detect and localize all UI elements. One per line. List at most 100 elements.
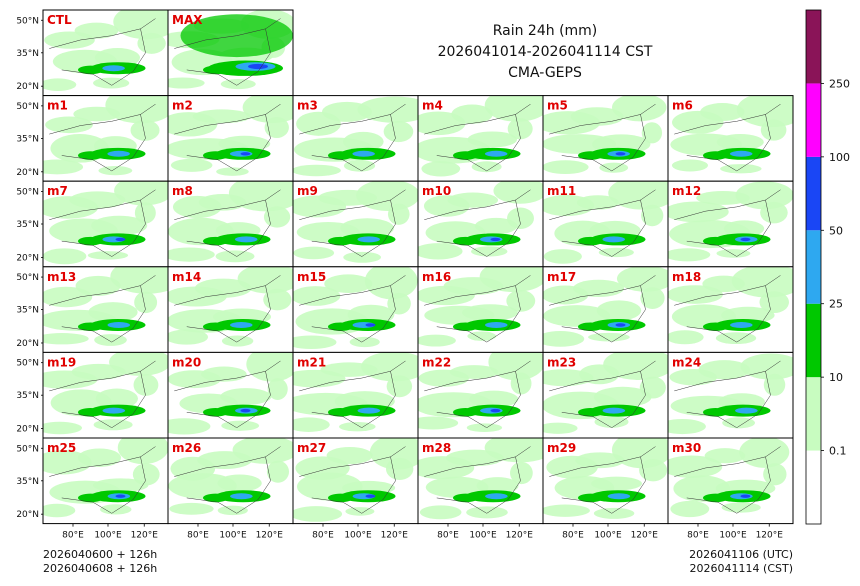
lon-tick-label: 100°E	[469, 531, 497, 541]
panel-label: m20	[172, 355, 201, 369]
panel-label: m22	[422, 355, 451, 369]
chart-period: 2026041014-2026041114 CST	[437, 44, 653, 60]
panel-m21: m21	[292, 351, 419, 439]
lon-tick-label: 120°E	[756, 531, 784, 541]
colorbar-swatch	[806, 10, 821, 84]
footer-init-cst: 2026040608 + 126h	[43, 562, 158, 575]
panel-m11: m11	[542, 180, 669, 268]
panel-m16: m16	[417, 266, 544, 353]
lon-tick-label: 80°E	[187, 531, 209, 541]
footer-valid-utc: 2026041106 (UTC)	[689, 548, 793, 561]
panel-label: m27	[297, 441, 326, 455]
chart-title: Rain 24h (mm)	[492, 23, 598, 39]
footer-init-utc: 2026040600 + 126h	[43, 548, 158, 561]
lat-tick-label: 50°N	[16, 273, 39, 283]
panel-label: CTL	[47, 13, 72, 27]
lon-tick-label: 100°E	[594, 531, 622, 541]
colorbar-label: 0.1	[829, 445, 847, 458]
lon-tick-label: 100°E	[94, 531, 122, 541]
lat-tick-label: 20°N	[16, 168, 39, 178]
panel-label: m15	[297, 270, 326, 284]
panel-m20: m20	[167, 351, 294, 439]
panel-label: m8	[172, 184, 193, 198]
colorbar-swatch	[806, 156, 821, 231]
lon-tick-label: 100°E	[719, 531, 747, 541]
panel-label: m17	[547, 270, 576, 284]
panel-m14: m14	[167, 266, 294, 353]
panel-m25: m25	[42, 437, 169, 525]
panel-m28: m28	[417, 437, 544, 525]
lat-tick-label: 50°N	[16, 359, 39, 369]
panel-m6: m6	[667, 95, 794, 182]
lat-tick-label: 20°N	[16, 253, 39, 263]
panel-label: m1	[47, 99, 68, 113]
panel-label: m9	[297, 184, 318, 198]
lon-tick-label: 80°E	[562, 531, 584, 541]
colorbar-frame	[805, 9, 822, 525]
panel-label: m28	[422, 441, 451, 455]
colorbar-swatch	[806, 303, 821, 378]
panel-m24: m24	[667, 351, 794, 439]
panel-label: m12	[672, 184, 701, 198]
lat-tick-label: 50°N	[16, 102, 39, 112]
lat-tick-label: 35°N	[16, 49, 39, 59]
panel-m29: m29	[542, 437, 669, 525]
lat-tick-label: 50°N	[16, 16, 39, 26]
panel-label: m11	[547, 184, 576, 198]
panel-m18: m18	[667, 266, 794, 353]
panel-m1: m1	[42, 95, 169, 182]
panel-m12: m12	[667, 180, 794, 268]
lat-tick-label: 20°N	[16, 339, 39, 349]
panel-label: m25	[47, 441, 76, 455]
lon-tick-label: 80°E	[437, 531, 459, 541]
lon-tick-label: 120°E	[256, 531, 284, 541]
lon-tick-label: 100°E	[219, 531, 247, 541]
panel-m26: m26	[167, 437, 294, 525]
panel-m7: m7	[42, 180, 169, 268]
lon-tick-label: 120°E	[381, 531, 409, 541]
lat-tick-label: 50°N	[16, 187, 39, 197]
panel-m23: m23	[542, 351, 669, 439]
lon-tick-label: 80°E	[687, 531, 709, 541]
footer-valid-times: 2026041106 (UTC) 2026041114 (CST)	[680, 548, 793, 576]
panel-m3: m3	[292, 95, 419, 182]
colorbar-label: 250	[829, 77, 850, 90]
panel-label: m6	[672, 99, 693, 113]
lon-tick-label: 80°E	[62, 531, 84, 541]
lat-tick-label: 20°N	[16, 425, 39, 435]
panel-m2: m2	[167, 95, 294, 182]
panel-m17: m17	[542, 266, 669, 353]
panel-label: m13	[47, 270, 76, 284]
lat-tick-label: 35°N	[16, 391, 39, 401]
panel-label: m14	[172, 270, 201, 284]
panel-m4: m4	[417, 95, 544, 182]
panel-max: MAX	[167, 9, 294, 97]
lon-tick-label: 80°E	[312, 531, 334, 541]
colorbar-label: 100	[829, 151, 850, 164]
lat-tick-label: 35°N	[16, 306, 39, 316]
panel-label: m23	[547, 355, 576, 369]
panel-label: m29	[547, 441, 576, 455]
panel-label: m4	[422, 99, 443, 113]
chart-model: CMA-GEPS	[508, 65, 582, 81]
panel-label: MAX	[172, 13, 203, 27]
panel-label: m24	[672, 355, 701, 369]
panel-label: m5	[547, 99, 568, 113]
panel-label: m16	[422, 270, 451, 284]
panel-m19: m19	[42, 351, 169, 439]
panel-m30: m30	[667, 437, 794, 525]
lon-tick-label: 120°E	[131, 531, 159, 541]
colorbar-label: 25	[829, 298, 843, 311]
panel-label: m26	[172, 441, 201, 455]
panel-label: m19	[47, 355, 76, 369]
colorbar-swatch	[806, 230, 821, 304]
panel-label: m18	[672, 270, 701, 284]
panel-label: m21	[297, 355, 326, 369]
lon-tick-label: 120°E	[631, 531, 659, 541]
colorbar-label: 50	[829, 224, 843, 237]
panel-m5: m5	[542, 95, 669, 182]
lon-tick-label: 100°E	[344, 531, 372, 541]
panel-label: m3	[297, 99, 318, 113]
